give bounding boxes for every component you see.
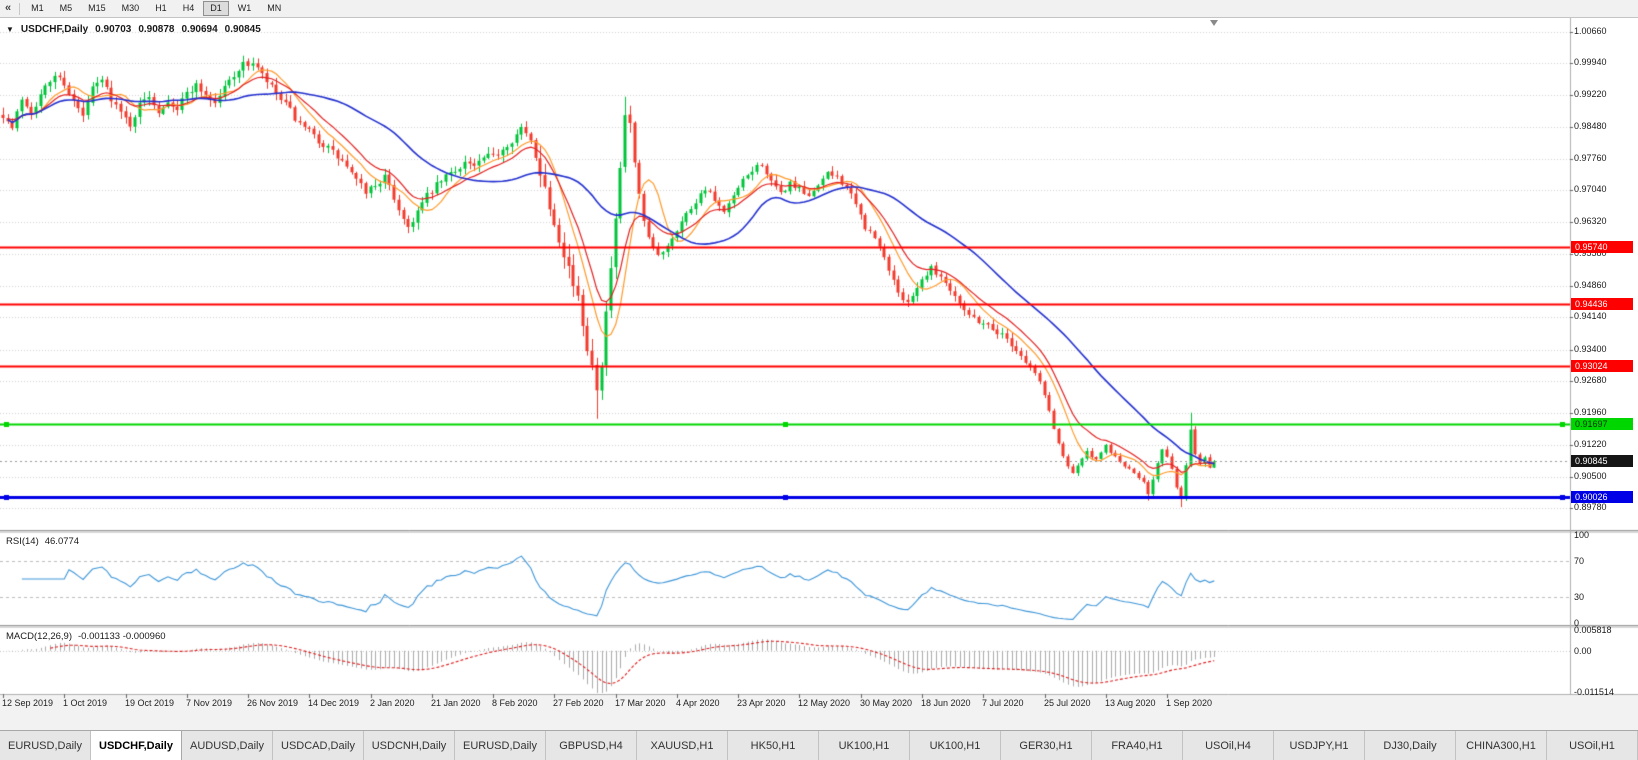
- price-scale-label: 0.98480: [1574, 121, 1607, 131]
- chart-tab-4[interactable]: USDCNH,Daily: [364, 731, 455, 760]
- chart-tab-11[interactable]: GER30,H1: [1001, 731, 1092, 760]
- symbol-marker-icon: ▼: [6, 25, 14, 34]
- timeframe-buttons: M1 M5 M15 M30 H1 H4 D1 W1 MN: [23, 0, 289, 17]
- hline-price-badge[interactable]: 0.93024: [1571, 360, 1633, 372]
- date-axis-label: 12 May 2020: [798, 698, 851, 708]
- chart-tab-10[interactable]: UK100,H1: [910, 731, 1001, 760]
- price-scale-label: 0.92680: [1574, 375, 1607, 385]
- ohlc-low: 0.90694: [181, 24, 218, 35]
- rsi-label: RSI(14) 46.0774: [6, 536, 79, 547]
- timeframe-toolbar: « M1 M5 M15 M30 H1 H4 D1 W1 MN: [0, 0, 1638, 18]
- price-scale-label: 0.90500: [1574, 471, 1607, 481]
- rsi-value: 46.0774: [44, 536, 80, 547]
- chart-tab-12[interactable]: FRA40,H1: [1092, 731, 1183, 760]
- current-price-badge: 0.90845: [1571, 455, 1633, 467]
- timeframe-button-m1[interactable]: M1: [31, 3, 44, 13]
- price-scale-label: 1.00660: [1574, 26, 1607, 36]
- hline-price-badge[interactable]: 0.94436: [1571, 298, 1633, 310]
- date-axis-label: 14 Dec 2019: [308, 698, 360, 708]
- chart-tab-6[interactable]: GBPUSD,H4: [546, 731, 637, 760]
- ohlc-high: 0.90878: [138, 24, 175, 35]
- chart-tab-14[interactable]: USDJPY,H1: [1274, 731, 1365, 760]
- chart-tab-15[interactable]: DJ30,Daily: [1365, 731, 1456, 760]
- date-axis-label: 17 Mar 2020: [615, 698, 666, 708]
- chart-tab-5[interactable]: EURUSD,Daily: [455, 731, 546, 760]
- timeframe-button-h1[interactable]: H1: [155, 3, 167, 13]
- chart-tab-17[interactable]: USOil,H1: [1547, 731, 1638, 760]
- price-scale-label: 0.99220: [1574, 89, 1607, 99]
- macd-scale-label: 0.005818: [1574, 625, 1612, 635]
- date-axis-label: 13 Aug 2020: [1105, 698, 1156, 708]
- date-axis-label: 27 Feb 2020: [553, 698, 604, 708]
- timeframe-button-w1[interactable]: W1: [237, 3, 252, 13]
- macd-name: MACD(12,26,9): [6, 631, 72, 642]
- rsi-scale-label: 30: [1574, 592, 1585, 602]
- macd-label: MACD(12,26,9) -0.001133 -0.000960: [6, 631, 166, 642]
- chart-tab-8[interactable]: HK50,H1: [728, 731, 819, 760]
- chart-tab-1[interactable]: USDCHF,Daily: [91, 731, 182, 760]
- timeframe-button-m30[interactable]: M30: [121, 3, 140, 13]
- scroll-back-icon[interactable]: «: [5, 2, 12, 14]
- chart-tabs: EURUSD,Daily USDCHF,Daily AUDUSD,Daily USDC…: [0, 730, 1638, 760]
- price-scale-label: 0.95580: [1574, 248, 1607, 258]
- chart-tab-3[interactable]: USDCAD,Daily: [273, 731, 364, 760]
- symbol-info: ▼ USDCHF,Daily 0.90703 0.90878 0.90694 0…: [6, 24, 261, 35]
- date-axis-label: 12 Sep 2019: [2, 698, 54, 708]
- rsi-scale-label: 70: [1574, 556, 1585, 566]
- macd-scale-label: 0.00: [1574, 646, 1592, 656]
- chart-tab-2[interactable]: AUDUSD,Daily: [182, 731, 273, 760]
- date-axis-label: 1 Sep 2020: [1166, 698, 1213, 708]
- chart-tab-9[interactable]: UK100,H1: [819, 731, 910, 760]
- chart-tab-7[interactable]: XAUUSD,H1: [637, 731, 728, 760]
- date-axis-label: 21 Jan 2020: [431, 698, 481, 708]
- price-scale-label: 0.97760: [1574, 153, 1607, 163]
- chart-canvas[interactable]: [0, 18, 1638, 730]
- price-scale-label: 0.97040: [1574, 184, 1607, 194]
- hline-price-badge[interactable]: 0.91697: [1571, 418, 1633, 430]
- chart-tab-0[interactable]: EURUSD,Daily: [0, 731, 91, 760]
- rsi-scale-label: 100: [1574, 530, 1590, 540]
- price-scale-label: 0.89780: [1574, 502, 1607, 512]
- chart-tab-13[interactable]: USOil,H4: [1183, 731, 1274, 760]
- timeframe-button-d1[interactable]: D1: [203, 1, 229, 16]
- date-axis-label: 26 Nov 2019: [247, 698, 299, 708]
- rsi-name: RSI(14): [6, 536, 39, 547]
- macd-value: -0.001133 -0.000960: [78, 631, 166, 642]
- date-axis-label: 23 Apr 2020: [737, 698, 786, 708]
- date-axis-label: 18 Jun 2020: [921, 698, 971, 708]
- date-axis-label: 30 May 2020: [860, 698, 913, 708]
- date-axis-label: 2 Jan 2020: [370, 698, 415, 708]
- timeframe-button-mn[interactable]: MN: [267, 3, 282, 13]
- price-scale-label: 0.99940: [1574, 57, 1607, 67]
- toolbar-separator: [19, 2, 21, 15]
- price-scale-label: 0.93400: [1574, 344, 1607, 354]
- timeframe-button-m5[interactable]: M5: [59, 3, 73, 13]
- chart-tab-16[interactable]: CHINA300,H1: [1456, 731, 1547, 760]
- date-axis-label: 19 Oct 2019: [125, 698, 175, 708]
- date-axis-label: 1 Oct 2019: [63, 698, 108, 708]
- ohlc-close: 0.90845: [224, 24, 261, 35]
- timeframe-button-h4[interactable]: H4: [182, 3, 195, 13]
- hline-price-badge[interactable]: 0.95740: [1571, 241, 1633, 253]
- price-scale-label: 0.94860: [1574, 280, 1607, 290]
- macd-scale-label: -0.011514: [1574, 687, 1614, 697]
- date-axis-label: 4 Apr 2020: [676, 698, 720, 708]
- chart-shift-marker-icon[interactable]: [1210, 20, 1218, 26]
- date-axis-label: 8 Feb 2020: [492, 698, 538, 708]
- hline-price-badge[interactable]: 0.90026: [1571, 491, 1633, 503]
- date-axis-label: 7 Jul 2020: [982, 698, 1024, 708]
- price-scale-label: 0.96320: [1574, 216, 1607, 226]
- date-axis-label: 7 Nov 2019: [186, 698, 233, 708]
- rsi-scale-label: 0: [1574, 618, 1580, 628]
- price-scale-label: 0.94140: [1574, 311, 1607, 321]
- symbol-name: USDCHF,Daily: [20, 24, 89, 35]
- timeframe-button-m15[interactable]: M15: [88, 3, 106, 13]
- date-axis-label: 25 Jul 2020: [1044, 698, 1091, 708]
- price-scale-label: 0.91220: [1574, 439, 1607, 449]
- price-scale-label: 0.91960: [1574, 407, 1607, 417]
- ohlc-open: 0.90703: [95, 24, 132, 35]
